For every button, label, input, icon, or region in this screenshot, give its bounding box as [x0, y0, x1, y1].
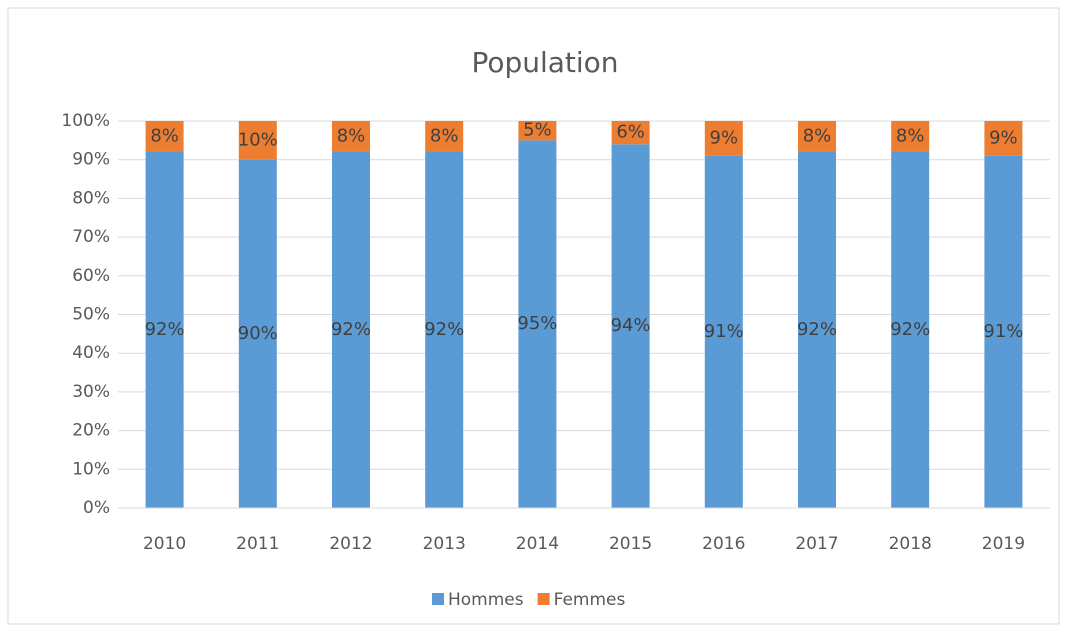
data-label: 95%: [517, 313, 557, 334]
bar-segment: [518, 140, 557, 508]
x-tick-label: 2014: [516, 534, 559, 554]
y-tick-label: 30%: [72, 382, 110, 402]
y-tick-label: 90%: [72, 150, 110, 170]
data-label: 91%: [704, 321, 744, 342]
data-label: 94%: [611, 315, 651, 336]
data-label: 8%: [337, 125, 366, 146]
bar-segment: [798, 121, 836, 152]
data-label: 8%: [896, 125, 925, 146]
chart-title: Population: [471, 46, 618, 79]
bar-segment: [891, 151, 930, 508]
x-tick-label: 2013: [423, 534, 466, 554]
data-label: 9%: [989, 127, 1018, 148]
x-tick-label: 2011: [236, 534, 279, 554]
bar-segment: [145, 121, 184, 152]
bar-segment: [425, 121, 464, 152]
x-tick-label: 2017: [795, 534, 838, 554]
data-label: 92%: [797, 319, 837, 340]
y-tick-label: 100%: [61, 111, 110, 131]
legend-swatch: [537, 593, 550, 605]
data-label: 92%: [145, 319, 185, 340]
data-label: 8%: [430, 125, 459, 146]
bar-segment: [704, 121, 743, 156]
y-tick-label: 20%: [72, 421, 110, 441]
bar-segment: [332, 121, 370, 152]
bar-segment: [518, 121, 557, 141]
data-label: 92%: [424, 319, 464, 340]
x-tick-label: 2019: [982, 534, 1025, 554]
y-tick-label: 50%: [72, 305, 110, 325]
bar-segment: [611, 144, 650, 508]
bar-segment: [891, 121, 930, 152]
bar-segment: [238, 159, 277, 508]
x-tick-label: 2018: [889, 534, 932, 554]
x-tick-label: 2016: [702, 534, 745, 554]
data-label: 6%: [616, 122, 645, 143]
y-tick-label: 60%: [72, 266, 110, 286]
x-tick-label: 2010: [143, 534, 186, 554]
data-label: 92%: [331, 319, 371, 340]
data-label: 9%: [710, 127, 739, 148]
bar-segment: [984, 155, 1023, 508]
y-tick-label: 70%: [72, 227, 110, 247]
legend-label: Hommes: [448, 590, 524, 610]
bar-segment: [798, 151, 836, 508]
legend-swatch: [432, 593, 444, 605]
bar-segment: [611, 121, 650, 145]
data-label: 90%: [238, 323, 278, 344]
x-tick-label: 2015: [609, 534, 652, 554]
bar-segment: [984, 121, 1023, 156]
data-label: 10%: [238, 129, 278, 150]
bar-segment: [704, 155, 743, 508]
data-label: 8%: [803, 125, 832, 146]
bar-segment: [332, 151, 370, 508]
data-label: 5%: [523, 120, 552, 141]
y-tick-label: 10%: [72, 459, 110, 479]
y-tick-label: 40%: [72, 343, 110, 363]
data-label: 8%: [150, 125, 179, 146]
x-tick-label: 2012: [329, 534, 372, 554]
bar-segment: [425, 151, 464, 508]
y-tick-label: 80%: [72, 188, 110, 208]
legend-label: Femmes: [554, 590, 626, 610]
data-label: 92%: [890, 319, 930, 340]
bar-segment: [238, 121, 277, 160]
data-label: 91%: [983, 321, 1023, 342]
bar-segment: [145, 151, 184, 508]
y-tick-label: 0%: [83, 498, 110, 518]
